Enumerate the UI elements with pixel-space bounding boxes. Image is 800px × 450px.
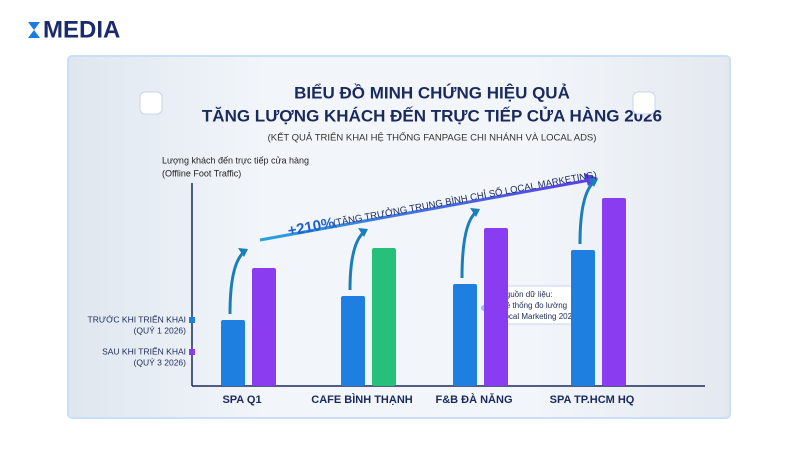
- jump-arrow-head: [588, 178, 598, 187]
- logo: MEDIA: [28, 16, 120, 43]
- subtitle: TĂNG LƯỢNG KHÁCH ĐẾN TRỰC TIẾP CỬA HÀNG …: [202, 106, 662, 125]
- x-tick-label: SPA TP.HCM HQ: [550, 394, 635, 406]
- source-text: Hệ thống đo lường: [500, 301, 567, 310]
- legend-label: TRƯỚC KHI TRIỂN KHAI: [88, 313, 186, 324]
- jump-arrow: [228, 250, 246, 315]
- bar: [221, 320, 245, 386]
- x-tick-label: CAFE BÌNH THẠNH: [311, 393, 412, 406]
- legend-swatch: [189, 349, 195, 355]
- source-text: Nguồn dữ liệu:: [500, 290, 553, 299]
- x-tick-label: F&B ĐÀ NẴNG: [436, 393, 513, 406]
- bar: [341, 296, 365, 386]
- bar: [252, 268, 276, 386]
- title: BIỂU ĐỒ MINH CHỨNG HIỆU QUẢ: [294, 83, 570, 102]
- jump-arrow: [348, 230, 366, 291]
- icon: [139, 91, 163, 115]
- x-tick-label: SPA Q1: [222, 394, 261, 406]
- jump-arrow-head: [238, 248, 248, 257]
- growth-arrow: [259, 178, 591, 242]
- bar: [372, 248, 396, 386]
- source-text: Local Marketing 2026: [500, 312, 577, 321]
- jump-arrow: [578, 180, 596, 245]
- bar: [453, 284, 477, 386]
- source-box: Nguồn dữ liệu: Hệ thống đo lường Local M…: [481, 285, 585, 325]
- bar: [484, 228, 508, 386]
- legend-period: (QUÝ 3 2026): [134, 357, 187, 367]
- jump-arrow-head: [470, 208, 480, 217]
- jump-arrow: [460, 210, 478, 279]
- brand: MEDIA: [43, 16, 120, 43]
- icon: [632, 91, 656, 115]
- legend-swatch: [189, 317, 195, 323]
- bar: [602, 198, 626, 386]
- jump-arrow-head: [358, 228, 368, 237]
- legend-period: (QUÝ 1 2026): [134, 325, 187, 335]
- note: (KẾT QUẢ TRIỂN KHAI HỆ THỐNG FANPAGE CHI…: [268, 132, 597, 144]
- bar: [571, 250, 595, 386]
- legend-label: SAU KHI TRIỂN KHAI: [102, 345, 186, 356]
- y-label: Lượng khách đến trực tiếp cửa hàng: [162, 155, 309, 165]
- y-label: (Offline Foot Traffic): [162, 168, 241, 178]
